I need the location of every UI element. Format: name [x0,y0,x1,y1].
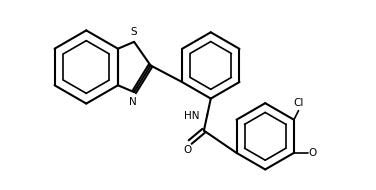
Text: O: O [309,148,317,158]
Text: S: S [131,27,137,37]
Text: Cl: Cl [293,98,304,108]
Text: O: O [184,146,192,155]
Text: N: N [129,97,137,107]
Text: HN: HN [184,111,199,121]
